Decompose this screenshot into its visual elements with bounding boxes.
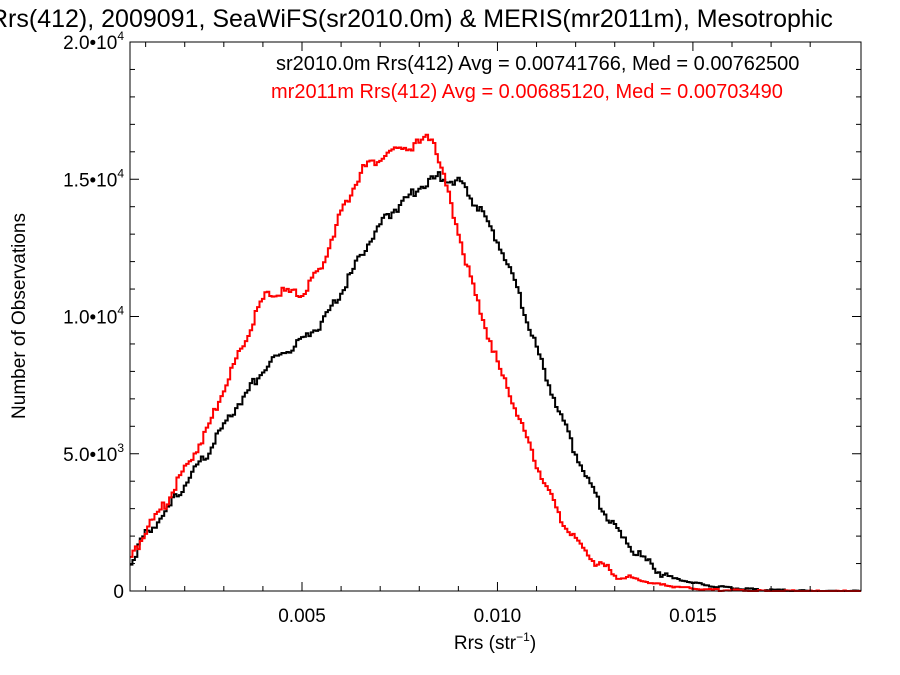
y-tick-label: 1.5•104 <box>63 166 124 191</box>
y-axis-label: Number of Observations <box>9 213 30 419</box>
y-tick-exponent: 4 <box>117 29 124 43</box>
x-axis-label-superscript: −1 <box>516 630 530 644</box>
x-axis-label-text: Rrs (str <box>454 633 517 654</box>
x-axis-label-end: ) <box>530 633 536 654</box>
plot-area <box>130 133 862 592</box>
y-tick-mantissa: 5.0•10 <box>63 445 117 466</box>
legend-entry-meris: mr2011m Rrs(412) Avg = 0.00685120, Med =… <box>271 81 783 103</box>
y-tick-mantissa: 1.5•10 <box>63 170 117 191</box>
chart-title: Rrs(412), 2009091, SeaWiFS(sr2010.0m) & … <box>0 5 833 33</box>
x-tick-label: 0.015 <box>669 606 717 627</box>
x-tick-label: 0.010 <box>474 606 522 627</box>
x-axis: 0.005 0.010 0.015 <box>145 42 811 627</box>
y-tick-exponent: 4 <box>117 166 124 180</box>
series-meris-line <box>130 133 861 592</box>
y-tick-mantissa: 2.0•10 <box>63 33 117 54</box>
y-tick-label: 1.0•104 <box>63 304 124 329</box>
y-tick-exponent: 4 <box>117 304 124 318</box>
y-tick-mantissa: 1.0•10 <box>63 308 117 329</box>
x-axis-label: Rrs (str−1) <box>454 630 536 654</box>
y-tick-mantissa: 0 <box>113 582 124 603</box>
legend-entry-seawifs: sr2010.0m Rrs(412) Avg = 0.00741766, Med… <box>276 53 799 75</box>
plot-frame <box>129 41 862 592</box>
legend: sr2010.0m Rrs(412) Avg = 0.00741766, Med… <box>271 53 799 103</box>
y-tick-label: 0 <box>113 582 124 603</box>
y-tick-label: 5.0•103 <box>63 441 124 466</box>
series-seawifs-line <box>130 171 862 592</box>
y-tick-label: 2.0•104 <box>63 29 124 54</box>
x-tick-label: 0.005 <box>278 606 326 627</box>
y-tick-exponent: 3 <box>117 441 124 455</box>
